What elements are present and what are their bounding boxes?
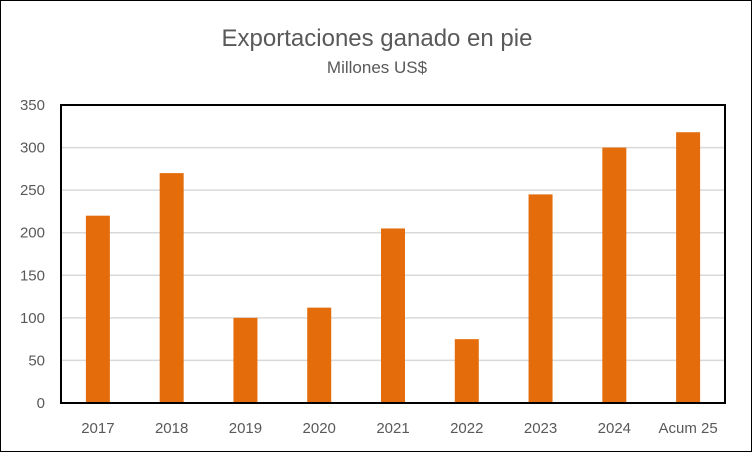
y-tick-label: 350 [20, 97, 45, 114]
x-tick-label: Acum 25 [659, 420, 718, 437]
x-tick-label: 2024 [598, 420, 631, 437]
bar-2021 [381, 228, 405, 403]
bar-2023 [528, 194, 553, 403]
y-tick-label: 100 [20, 310, 45, 327]
x-tick-label: 2017 [81, 420, 114, 437]
x-tick-label: 2018 [155, 420, 188, 437]
plot-area-border [60, 104, 726, 404]
x-tick-label: 2021 [376, 420, 409, 437]
y-tick-label: 200 [20, 225, 45, 242]
y-tick-label: 150 [20, 267, 45, 284]
y-tick-label: 50 [28, 352, 45, 369]
bar-2018 [159, 173, 184, 403]
chart-subtitle: Millones US$ [327, 58, 428, 77]
bar-2017 [85, 215, 110, 403]
y-tick-label: 300 [20, 140, 45, 157]
x-tick-label: 2020 [303, 420, 336, 437]
y-tick-label: 250 [20, 182, 45, 199]
x-tick-label: 2019 [229, 420, 262, 437]
bar-2020 [307, 307, 332, 403]
x-tick-label: 2022 [450, 420, 483, 437]
bar-2022 [454, 339, 479, 403]
chart-title: Exportaciones ganado en pie [222, 25, 533, 52]
bar-2024 [602, 147, 627, 403]
y-tick-label: 0 [37, 395, 45, 412]
x-tick-label: 2023 [524, 420, 557, 437]
bar-2019 [233, 317, 258, 403]
bar-acum-25 [676, 132, 701, 403]
